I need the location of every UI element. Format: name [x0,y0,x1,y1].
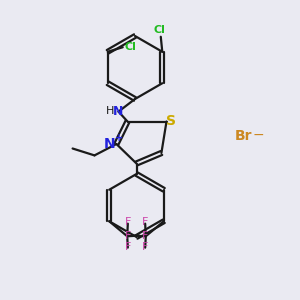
Text: F: F [124,217,131,227]
Text: Cl: Cl [124,42,136,52]
Text: F: F [142,231,148,241]
Text: F: F [124,242,131,252]
Text: Cl: Cl [153,25,165,35]
Text: N: N [104,137,116,151]
Text: Br: Br [234,130,252,143]
Text: F: F [142,242,148,252]
Text: F: F [142,217,148,227]
Text: F: F [124,231,131,241]
Text: S: S [166,114,176,128]
Text: N: N [113,105,124,118]
Text: −: − [253,128,264,141]
Text: +: + [115,133,124,143]
Text: H: H [106,106,114,116]
